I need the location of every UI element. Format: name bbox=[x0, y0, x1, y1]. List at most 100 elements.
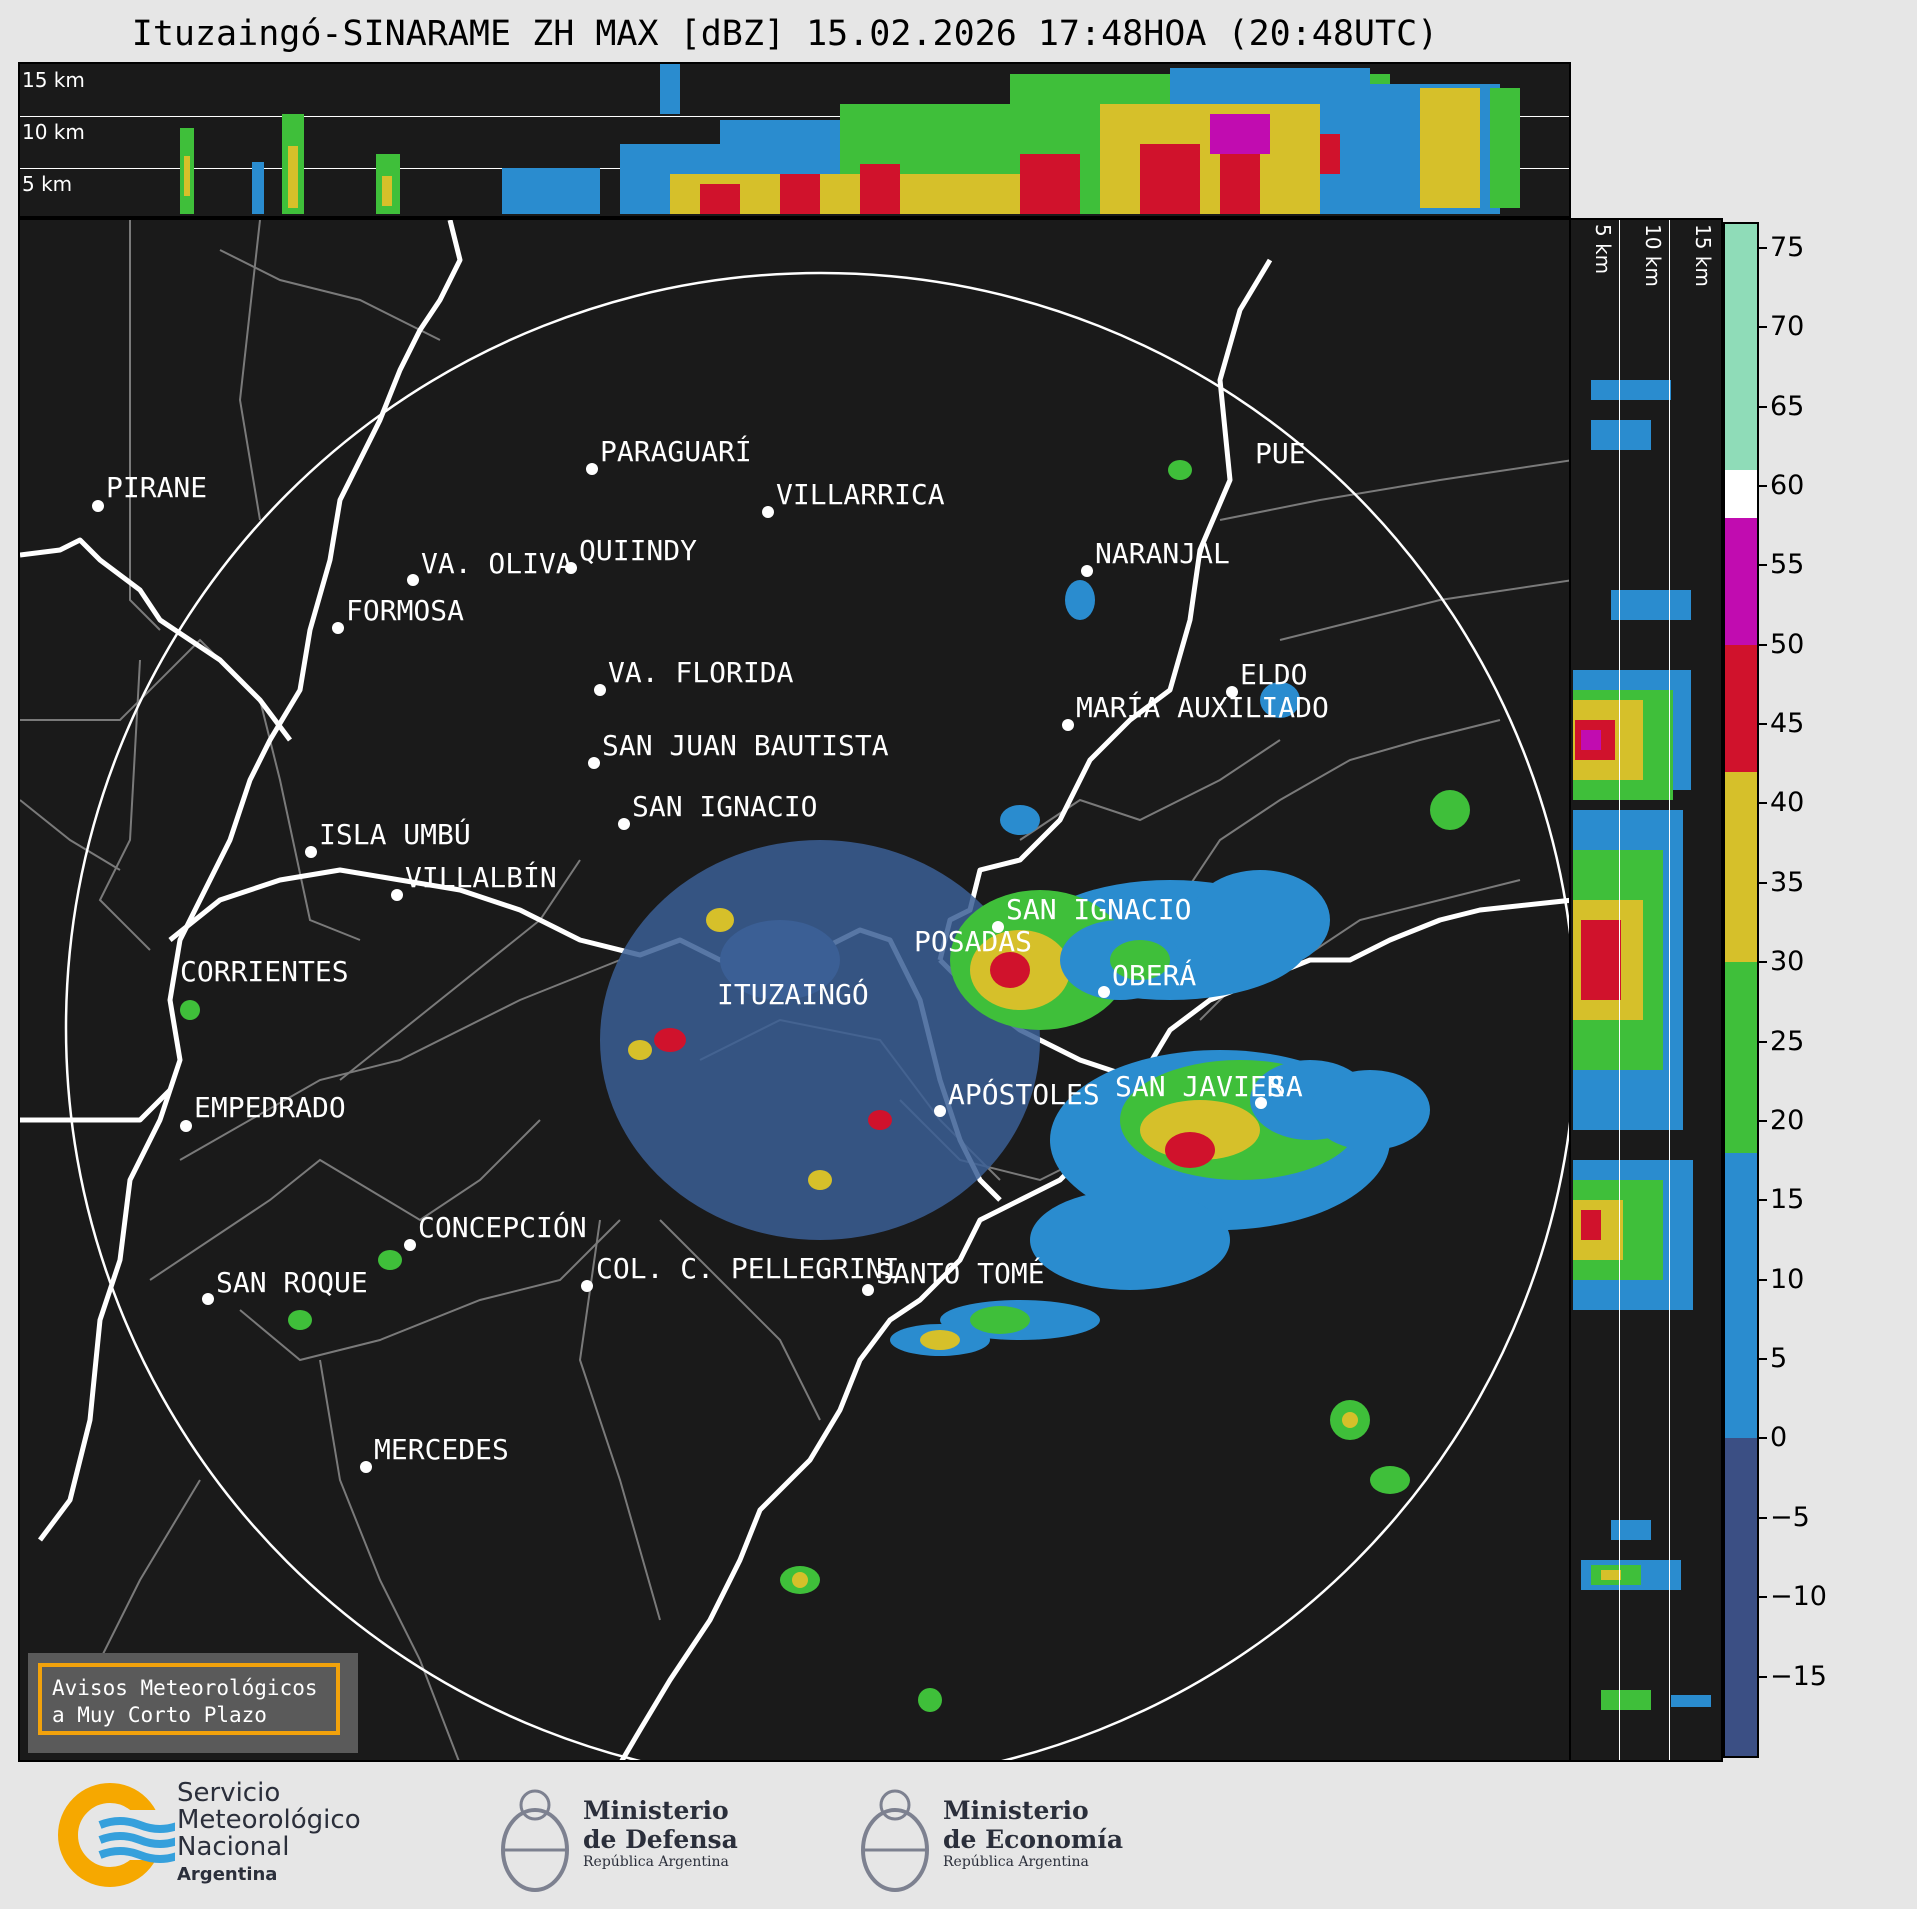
city-dot-quiindy bbox=[565, 562, 577, 574]
map-title: Ituzaingó-SINARAME ZH MAX [dBZ] 15.02.20… bbox=[131, 14, 1439, 54]
city-label-quiindy: QUIINDY bbox=[579, 534, 697, 567]
city-dot-mercedes bbox=[360, 1461, 372, 1473]
economia-line1: Ministerio bbox=[943, 1796, 1089, 1825]
city-label-posadas: POSADAS bbox=[914, 925, 1032, 958]
colorbar-tick bbox=[1759, 1675, 1767, 1678]
colorbar-tick bbox=[1759, 802, 1767, 805]
city-dot-eldo bbox=[1226, 686, 1238, 698]
city-dot-concepcion bbox=[404, 1239, 416, 1251]
top-height-profile: 15 km 10 km 5 km bbox=[18, 62, 1571, 218]
city-label-eldo: ELDO bbox=[1240, 658, 1307, 691]
city-labels: PIRANE PARAGUARÍ VILLARRICA VA. OLIVA QU… bbox=[106, 434, 1329, 1466]
colorbar-segment bbox=[1725, 1438, 1757, 1756]
side-gridline-10km bbox=[1669, 220, 1670, 1760]
colorbar-segment bbox=[1725, 517, 1757, 645]
colorbar-tick-label: −5 bbox=[1770, 1501, 1810, 1533]
city-label-formosa: FORMOSA bbox=[346, 594, 464, 627]
colorbar-tick-label: −10 bbox=[1770, 1581, 1827, 1613]
colorbar-tick bbox=[1759, 1358, 1767, 1361]
colorbar-tick bbox=[1759, 1119, 1767, 1122]
city-label-empedrado: EMPEDRADO bbox=[194, 1091, 346, 1124]
top-echo-profile bbox=[180, 64, 1520, 214]
city-label-ituzaingo: ITUZAINGÓ bbox=[717, 977, 869, 1011]
city-label-concepcion: CONCEPCIÓN bbox=[418, 1210, 587, 1244]
city-markers bbox=[92, 463, 1267, 1473]
city-dot-apostoles bbox=[934, 1105, 946, 1117]
smn-line2: Meteorológico bbox=[177, 1805, 361, 1835]
city-dot-obera bbox=[1098, 986, 1110, 998]
colorbar-tick-label: 10 bbox=[1770, 1263, 1805, 1295]
colorbar-tick bbox=[1759, 723, 1767, 726]
colorbar-tick bbox=[1759, 1437, 1767, 1440]
colorbar-tick bbox=[1759, 881, 1767, 884]
city-label-san-roque: SAN ROQUE bbox=[216, 1266, 368, 1299]
city-dot-san-juan-bautista bbox=[588, 757, 600, 769]
colorbar-tick-label: 55 bbox=[1770, 549, 1805, 581]
city-label-san-javier: SAN JAVIER bbox=[1115, 1070, 1284, 1103]
colorbar-tick bbox=[1759, 643, 1767, 646]
economia-logo: Ministerio de Economía República Argenti… bbox=[855, 1780, 1135, 1900]
smn-logo: Servicio Meteorológico Nacional Argentin… bbox=[55, 1780, 395, 1900]
city-dot-villarrica bbox=[762, 506, 774, 518]
city-label-san-juan-bautista: SAN JUAN BAUTISTA bbox=[602, 729, 889, 762]
colorbar-tick bbox=[1759, 326, 1767, 329]
city-label-naranjal: NARANJAL bbox=[1095, 537, 1230, 570]
colorbar-tick-label: 75 bbox=[1770, 231, 1805, 263]
city-dot-isla-umbu bbox=[305, 846, 317, 858]
map-canvas: PIRANE PARAGUARÍ VILLARRICA VA. OLIVA QU… bbox=[20, 220, 1569, 1760]
smn-emblem-icon bbox=[58, 1783, 175, 1887]
colorbar-segment bbox=[1725, 771, 1757, 963]
colorbar-segment bbox=[1725, 962, 1757, 1153]
city-label-paraguari: PARAGUARÍ bbox=[600, 434, 752, 468]
colorbar-tick bbox=[1759, 1516, 1767, 1519]
city-label-col-pellegrini: COL. C. PELLEGRINI bbox=[596, 1252, 899, 1285]
city-label-pue: PUE bbox=[1255, 437, 1306, 470]
side-height-profile: 5 km 10 km 15 km bbox=[1569, 218, 1723, 1762]
city-label-isla-umbu: ISLA UMBÚ bbox=[319, 817, 471, 851]
colorbar-tick-label: 35 bbox=[1770, 866, 1805, 898]
city-dot-paraguari bbox=[586, 463, 598, 475]
coat-of-arms-icon bbox=[501, 1789, 569, 1892]
city-label-maria-auxiliadora: MARÍA AUXILIADO bbox=[1076, 690, 1329, 724]
side-gridline-5km bbox=[1619, 220, 1620, 1760]
warning-box[interactable]: Avisos Meteorológicos a Muy Corto Plazo bbox=[28, 1653, 358, 1753]
precipitation-echoes bbox=[180, 460, 1470, 1712]
city-label-santo-tome: SANTO TOMÉ bbox=[876, 1256, 1045, 1290]
city-label-villarrica: VILLARRICA bbox=[776, 478, 945, 511]
city-dot-naranjal bbox=[1081, 565, 1093, 577]
warning-box-inner[interactable]: Avisos Meteorológicos a Muy Corto Plazo bbox=[38, 1663, 340, 1735]
city-dot-pirane bbox=[92, 500, 104, 512]
warning-line1: Avisos Meteorológicos bbox=[52, 1676, 318, 1700]
colorbar-segment bbox=[1725, 224, 1757, 471]
smn-line1: Servicio bbox=[177, 1778, 281, 1808]
height-label-10km: 10 km bbox=[22, 120, 85, 144]
colorbar-tick-label: −15 bbox=[1770, 1660, 1827, 1692]
colorbar-tick bbox=[1759, 961, 1767, 964]
colorbar-tick-label: 15 bbox=[1770, 1184, 1805, 1216]
warning-line2: a Muy Corto Plazo bbox=[52, 1703, 267, 1728]
city-dot-va-florida bbox=[594, 684, 606, 696]
city-label-corrientes: CORRIENTES bbox=[180, 955, 349, 988]
city-dot-santo-tome bbox=[862, 1284, 874, 1296]
colorbar-tick bbox=[1759, 564, 1767, 567]
height-label-15km: 15 km bbox=[22, 68, 85, 92]
colorbar-tick-label: 20 bbox=[1770, 1104, 1805, 1136]
colorbar-tick-label: 45 bbox=[1770, 708, 1805, 740]
city-dot-maria-auxiliadora bbox=[1062, 719, 1074, 731]
colorbar-tick-label: 5 bbox=[1770, 1343, 1788, 1375]
city-dot-sa bbox=[1255, 1097, 1267, 1109]
colorbar-tick-label: 40 bbox=[1770, 787, 1805, 819]
defensa-line1: Ministerio bbox=[583, 1796, 729, 1825]
side-echo-profile bbox=[1573, 380, 1711, 1710]
defensa-line2: de Defensa bbox=[583, 1825, 738, 1854]
city-label-va-florida: VA. FLORIDA bbox=[608, 656, 794, 689]
colorbar-tick-label: 25 bbox=[1770, 1025, 1805, 1057]
radar-map[interactable]: PIRANE PARAGUARÍ VILLARRICA VA. OLIVA QU… bbox=[18, 218, 1571, 1762]
colorbar-segment bbox=[1725, 644, 1757, 772]
city-dot-san-roque bbox=[202, 1293, 214, 1305]
defensa-line3: República Argentina bbox=[583, 1854, 729, 1870]
gridline-10km bbox=[20, 116, 1569, 117]
city-dot-va-oliva bbox=[407, 574, 419, 586]
colorbar-segment bbox=[1725, 1152, 1757, 1439]
city-label-villalbin: VILLALBÍN bbox=[405, 860, 557, 894]
